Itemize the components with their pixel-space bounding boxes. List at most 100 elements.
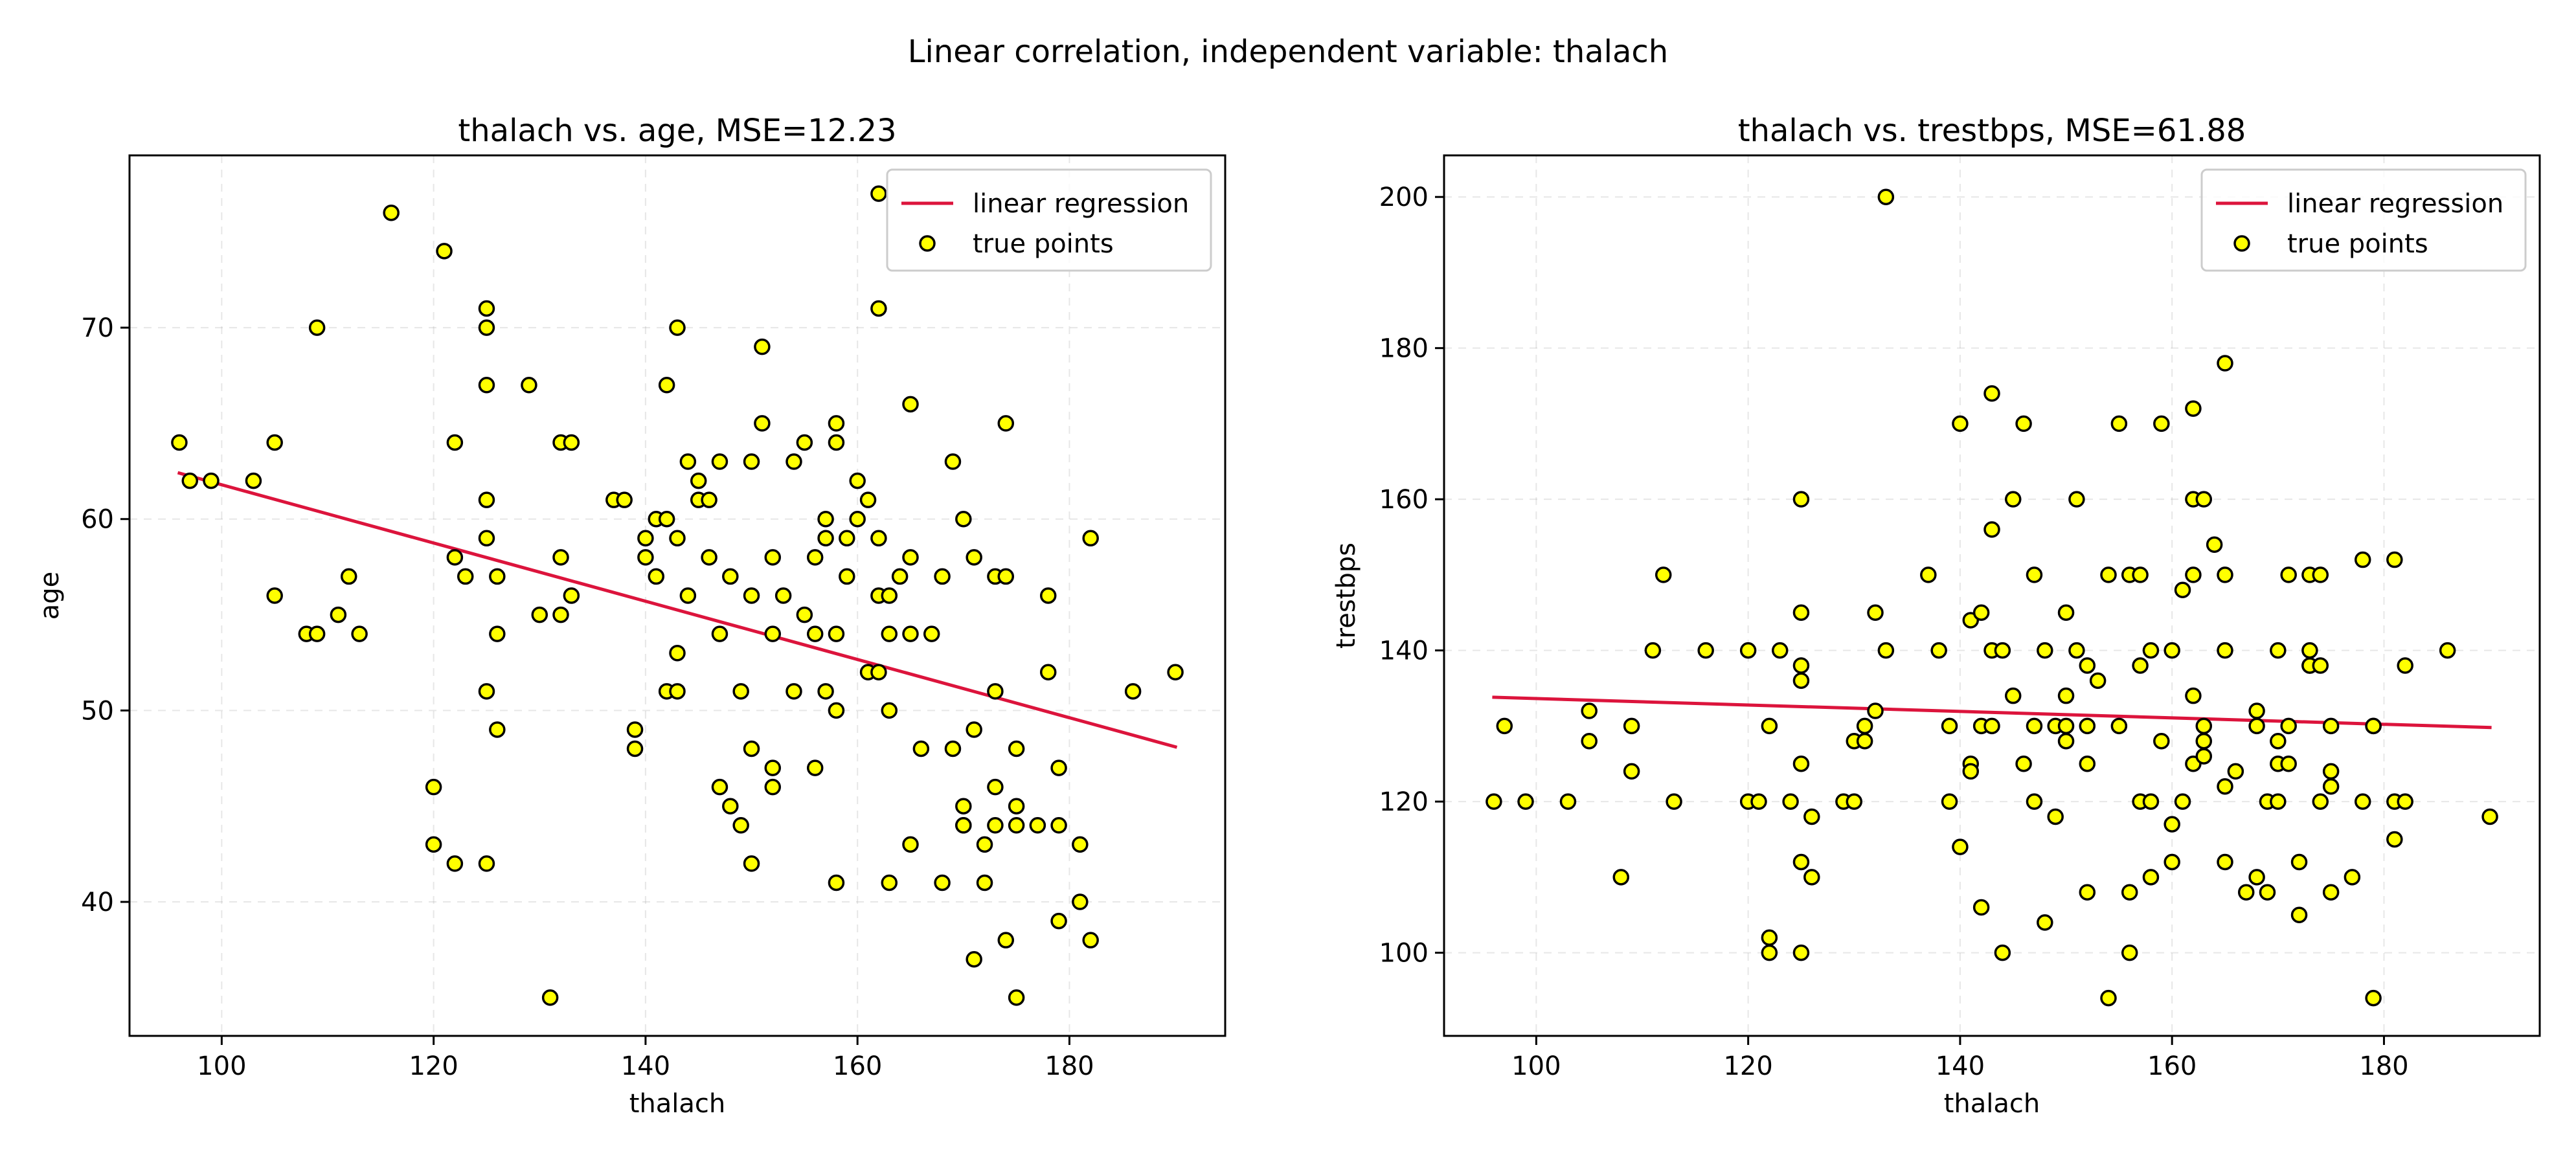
data-point — [2164, 642, 2180, 659]
data-point — [2164, 816, 2180, 833]
data-point — [2185, 566, 2202, 583]
data-point — [870, 185, 887, 202]
data-point — [902, 549, 919, 566]
data-point — [2142, 793, 2160, 810]
data-point — [711, 778, 729, 796]
data-point — [2037, 914, 2053, 931]
data-point — [1124, 683, 1142, 700]
data-point — [1983, 717, 2000, 735]
data-point — [944, 453, 962, 470]
data-point — [2100, 566, 2117, 583]
data-point — [1050, 912, 1067, 930]
data-point — [2132, 657, 2149, 674]
data-point — [754, 338, 771, 355]
data-point — [2270, 642, 2287, 659]
data-point — [2312, 793, 2329, 810]
data-point — [1867, 604, 1884, 622]
data-point — [2015, 755, 2032, 772]
data-point — [669, 644, 686, 662]
data-point — [934, 874, 951, 891]
y-tick-label: 140 — [1379, 636, 1429, 666]
data-point — [902, 625, 919, 642]
data-point — [2217, 566, 2233, 583]
data-point — [308, 319, 326, 336]
data-point — [2121, 884, 2138, 901]
data-point — [976, 836, 993, 853]
data-point — [2195, 748, 2213, 765]
data-point — [637, 530, 654, 547]
legend: linear regression true points — [2200, 168, 2527, 272]
data-point — [1846, 793, 1863, 810]
data-point — [1792, 604, 1810, 622]
data-point — [785, 453, 802, 470]
data-point — [2185, 400, 2202, 417]
data-point — [912, 740, 930, 757]
data-point — [1666, 793, 1682, 810]
data-point — [478, 300, 495, 317]
data-point — [1877, 642, 1895, 659]
data-point — [1803, 808, 1820, 825]
x-tick-label: 160 — [833, 1051, 882, 1081]
data-point — [881, 702, 898, 719]
data-point — [891, 568, 909, 585]
data-point — [489, 625, 506, 642]
data-point — [1039, 587, 1057, 604]
x-tick-label: 100 — [1511, 1051, 1561, 1081]
y-tick-label: 60 — [81, 505, 114, 535]
data-point — [489, 721, 506, 738]
data-point — [2057, 717, 2075, 735]
data-point — [1952, 415, 1969, 432]
data-point — [2142, 869, 2160, 886]
data-point — [245, 472, 262, 489]
data-point — [563, 587, 580, 604]
data-point — [2057, 687, 2075, 704]
data-point — [2481, 808, 2498, 825]
data-point — [626, 721, 644, 738]
data-point — [2248, 869, 2265, 886]
data-point — [902, 836, 919, 853]
data-point — [2217, 778, 2233, 795]
data-point — [839, 530, 855, 547]
legend: linear regression true points — [886, 168, 1212, 272]
data-point — [2354, 551, 2371, 568]
data-point — [2174, 581, 2191, 598]
data-point — [2026, 717, 2043, 735]
data-point — [2227, 763, 2244, 780]
data-point — [2026, 566, 2043, 583]
data-point — [2004, 687, 2022, 704]
data-point — [1167, 664, 1184, 681]
x-tick-label: 100 — [197, 1051, 246, 1081]
data-point — [669, 319, 686, 336]
x-tick-label: 120 — [409, 1051, 458, 1081]
data-point — [2322, 778, 2340, 795]
data-point — [722, 798, 739, 814]
y-tick-label: 100 — [1379, 939, 1429, 969]
data-point — [637, 549, 654, 566]
data-point — [552, 549, 569, 566]
data-point — [1623, 717, 1640, 735]
chart-right-trestbps: 100 120 140 160 180 100 120 140 160 180 200 thalach… — [1331, 113, 2541, 1119]
data-point — [2248, 702, 2265, 719]
data-point — [817, 530, 834, 547]
data-point — [1039, 664, 1057, 681]
chart-title: thalach vs. trestbps, MSE=61.88 — [1738, 113, 2246, 149]
y-tick-label: 200 — [1379, 183, 1429, 212]
data-point — [1697, 642, 1714, 659]
data-point — [2386, 551, 2403, 568]
data-point — [2068, 642, 2085, 659]
data-point — [987, 778, 1004, 796]
data-point — [2259, 884, 2276, 901]
data-point — [2164, 853, 2180, 871]
data-point — [817, 683, 834, 700]
data-point — [2195, 732, 2213, 750]
data-point — [446, 434, 464, 451]
data-point — [976, 874, 993, 891]
data-point — [870, 530, 887, 547]
data-point — [1792, 657, 1810, 674]
data-point — [701, 549, 717, 566]
y-axis-label: age — [35, 572, 65, 620]
data-point — [1792, 755, 1810, 772]
data-point — [849, 510, 866, 528]
data-point — [743, 453, 760, 470]
data-point — [828, 415, 845, 432]
